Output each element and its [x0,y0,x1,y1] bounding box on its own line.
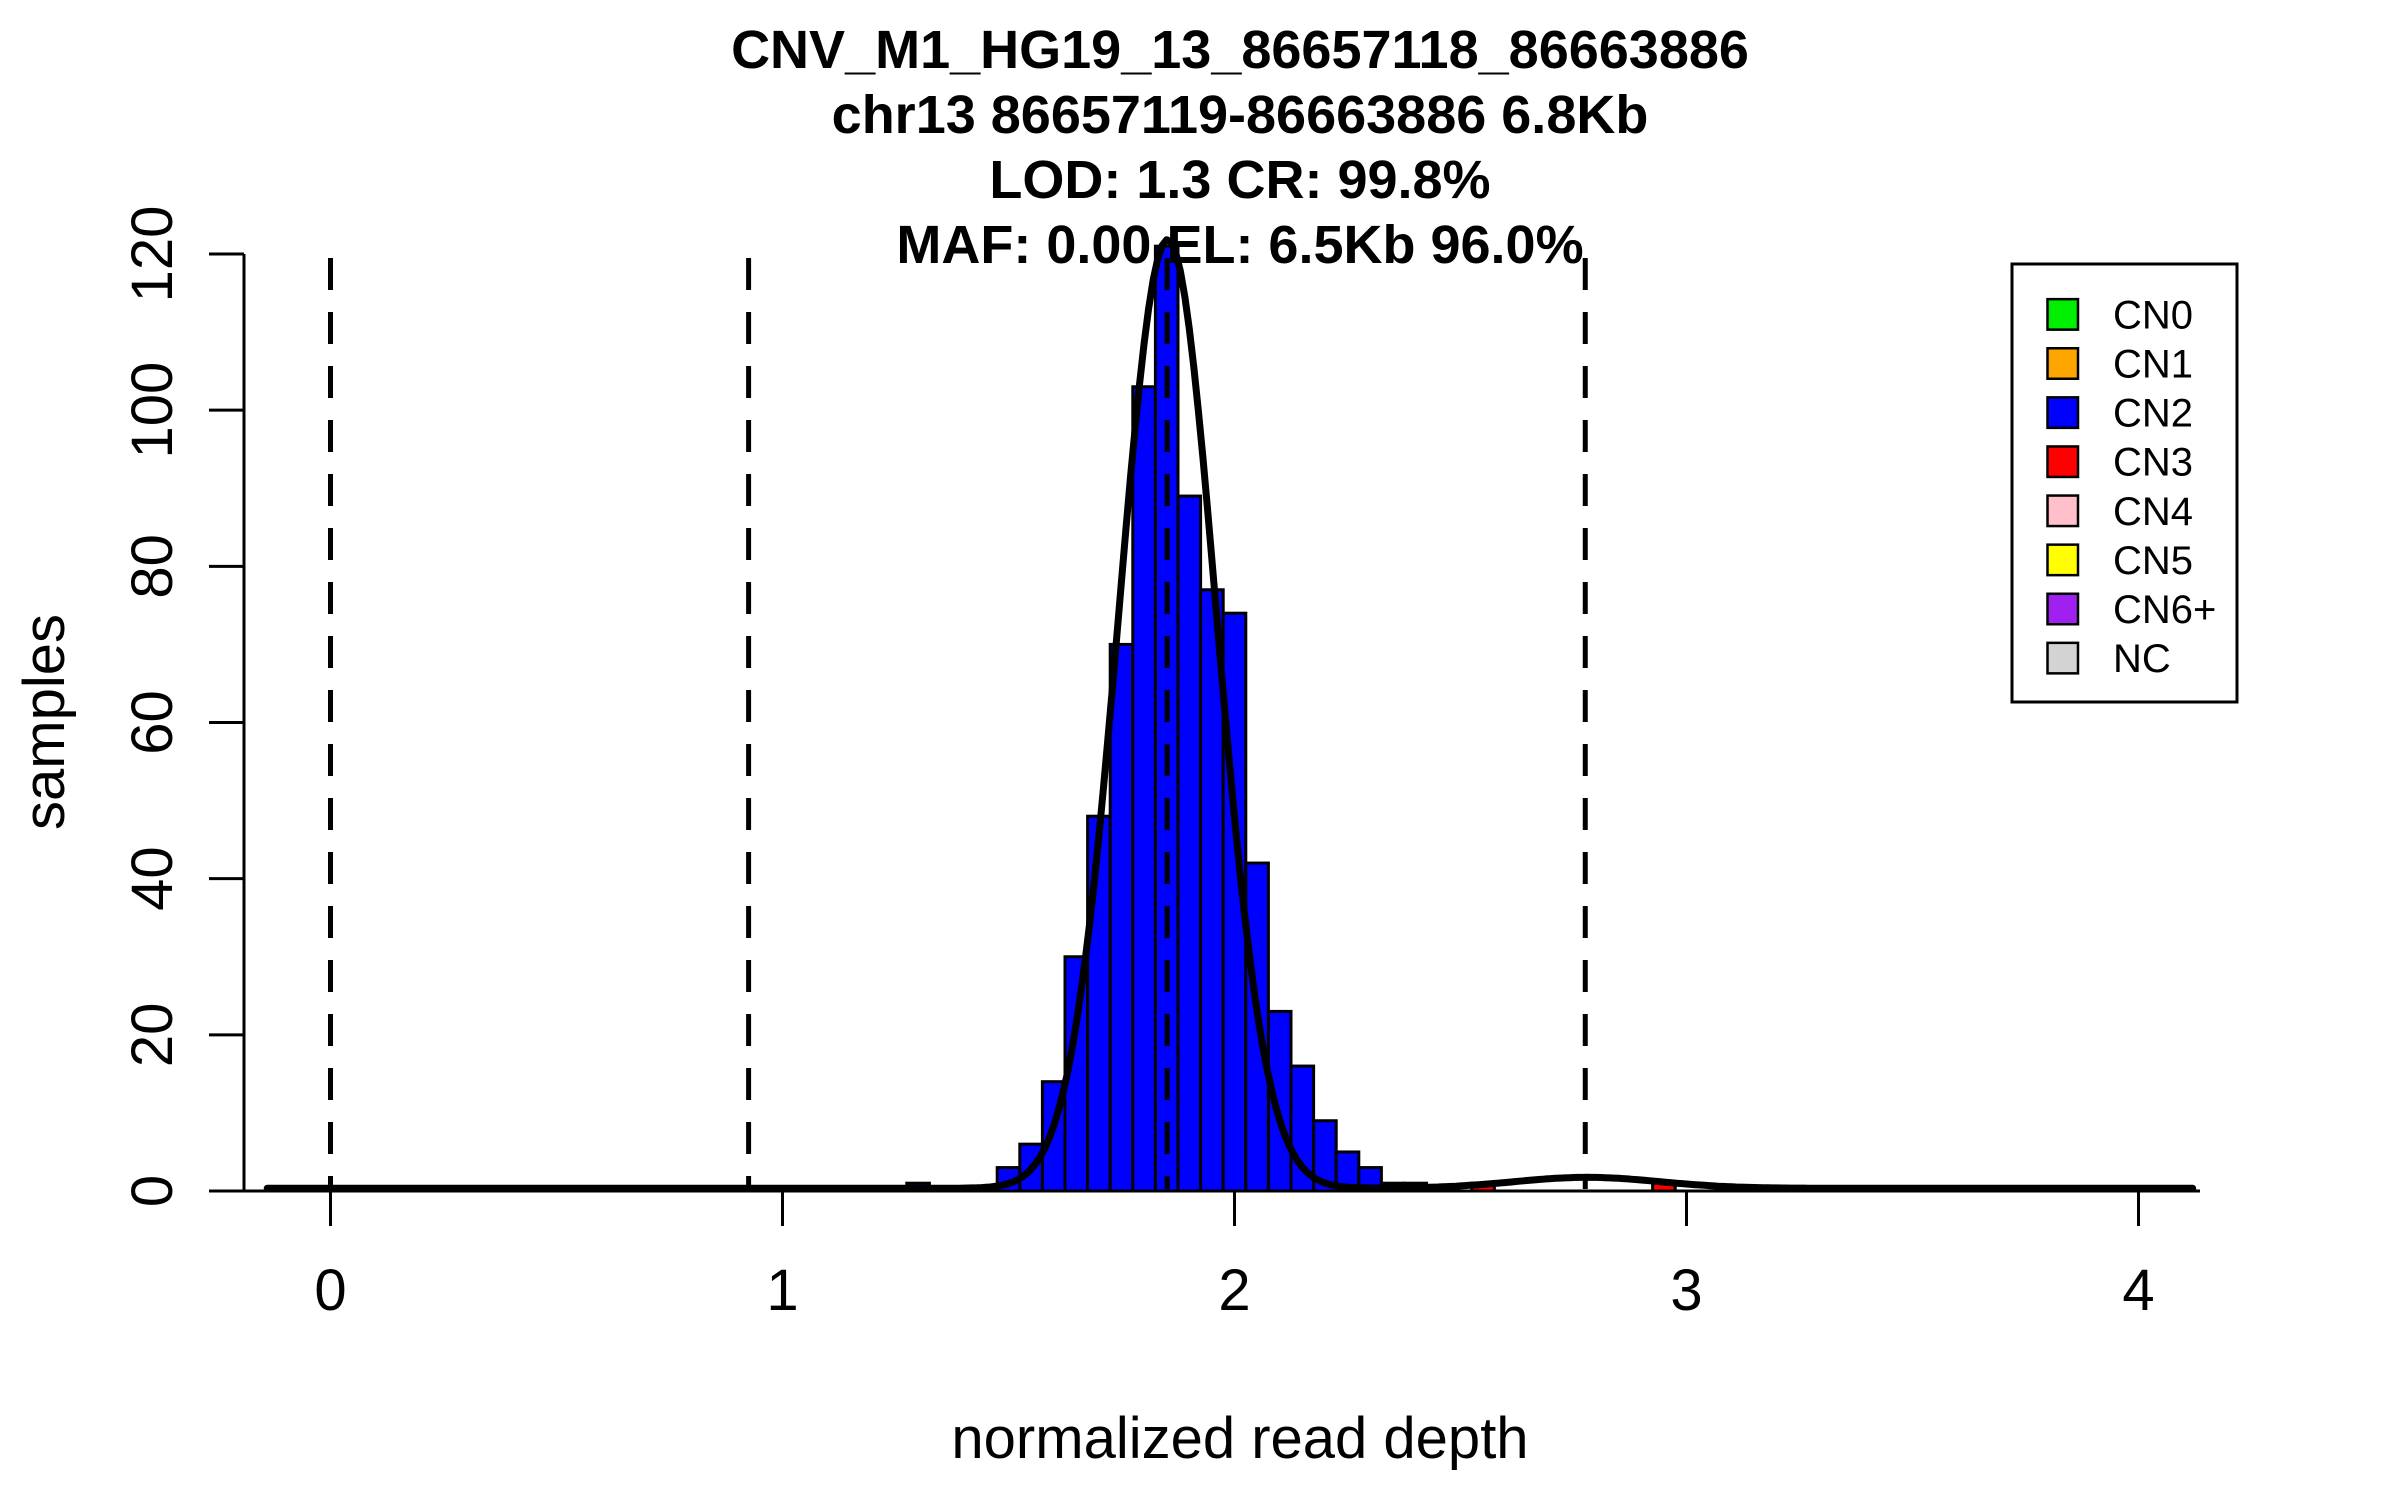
y-axis-tick-label: 0 [120,1175,185,1207]
legend-swatch [2046,396,2080,430]
legend-label: CN3 [2113,441,2193,485]
legend-label: CN6+ [2113,588,2216,632]
y-axis-tick-label: 120 [120,206,185,303]
title-line-region: chr13 86657119-86663886 6.8Kb [832,85,1649,145]
histogram-bar [1176,494,1203,1193]
x-axis-tick-label: 3 [1670,1258,1702,1323]
title-line-lod-cr: LOD: 1.3 CR: 99.8% [989,150,1490,210]
legend-label: CN0 [2113,293,2193,337]
legend-label: CN1 [2113,343,2193,387]
x-axis-tick-label: 1 [766,1258,798,1323]
title-line-id: CNV_M1_HG19_13_86657118_86663886 [731,20,1749,80]
legend-swatch [2046,543,2080,577]
title-line-maf-el: MAF: 0.00 EL: 6.5Kb 96.0% [896,215,1583,275]
legend-swatch [2046,641,2080,675]
y-axis-label: samples [12,614,77,830]
plot-title: CNV_M1_HG19_13_86657118_86663886 chr13 8… [731,20,1749,275]
density-curve [263,236,2197,1192]
histogram-bar [1131,385,1157,1193]
legend-swatch [2046,494,2080,528]
histogram-bar [1108,642,1135,1193]
legend-swatch [2046,592,2080,626]
x-axis-tick-label: 0 [314,1258,346,1323]
histogram-bar [1086,814,1112,1193]
legend-swatch [2046,297,2080,331]
x-axis-tick-label: 2 [1218,1258,1250,1323]
plot-area: 0 1 2 3 4020406080100120CN0CN1CN2CN3CN4CN5CN… [120,206,2239,1323]
x-axis-label: normalized read depth [951,1406,1528,1471]
legend-label: NC [2113,637,2171,681]
legend-swatch [2046,347,2080,380]
legend-label: CN4 [2113,490,2193,534]
legend-label: CN5 [2113,539,2193,583]
legend-box [2010,262,2239,704]
y-axis-tick-label: 40 [120,846,185,911]
y-axis-tick-label: 80 [120,534,185,599]
legend-label: CN2 [2113,392,2193,436]
y-axis-tick-label: 100 [120,362,185,459]
y-axis-tick-label: 20 [120,1003,185,1068]
y-axis-tick-label: 60 [120,690,185,755]
x-axis-tick-label: 4 [2122,1258,2154,1323]
legend-swatch [2046,445,2080,479]
